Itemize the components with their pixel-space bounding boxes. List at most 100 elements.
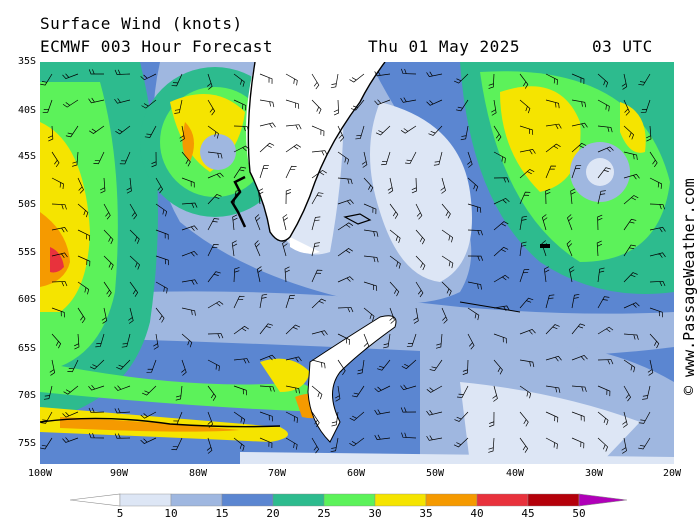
- wind-barb: [519, 297, 534, 309]
- wind-barb: [151, 151, 157, 168]
- wind-barb: [74, 333, 80, 350]
- wind-barb: [311, 99, 322, 115]
- wind-barb: [174, 99, 183, 114]
- wind-barb: [65, 125, 79, 138]
- wind-barb: [597, 296, 610, 309]
- wind-barb: [77, 229, 91, 241]
- wind-barb: [545, 385, 561, 393]
- wind-barb: [415, 203, 423, 220]
- wind-barb: [363, 333, 370, 350]
- lat-label-70s: 70S: [17, 390, 36, 401]
- wind-barb: [349, 73, 365, 83]
- wind-barb: [259, 293, 268, 309]
- wind-barb: [114, 69, 131, 75]
- wind-barb: [207, 151, 223, 159]
- wind-barb: [519, 148, 536, 155]
- wind-barb: [597, 411, 609, 426]
- wind-barb: [62, 437, 79, 443]
- wind-barb: [337, 177, 353, 185]
- lon-label-50w: 50W: [425, 468, 445, 479]
- wind-barb: [119, 151, 131, 165]
- wind-barb: [259, 164, 269, 179]
- wind-barb: [460, 125, 469, 141]
- wind-barb: [429, 359, 443, 372]
- legend-value: 40: [470, 507, 484, 520]
- wind-barb: [77, 281, 90, 295]
- wind-barb: [129, 203, 138, 220]
- wind-barb: [649, 177, 662, 189]
- wind-barb: [623, 302, 640, 309]
- wind-barb: [103, 255, 114, 270]
- wind-barb: [311, 216, 321, 231]
- wind-barb: [426, 410, 443, 416]
- wind-barb: [488, 73, 495, 89]
- wind-barb: [623, 173, 640, 180]
- wind-barb: [543, 266, 550, 283]
- wind-barb: [233, 295, 245, 309]
- wind-barb: [597, 385, 611, 397]
- wind-barb: [207, 333, 224, 339]
- wind-barb: [493, 125, 502, 142]
- wind-barb: [567, 214, 573, 231]
- wind-barb: [88, 432, 105, 439]
- wind-barb: [363, 307, 375, 322]
- wind-barb: [233, 125, 249, 132]
- wind-barb: [181, 177, 195, 188]
- legend-swatch: [425, 493, 478, 507]
- wind-barb: [545, 294, 555, 309]
- wind-barb: [545, 355, 562, 362]
- wind-barb: [519, 99, 531, 114]
- wind-barb: [638, 73, 651, 86]
- wind-barb: [181, 307, 196, 316]
- lat-label-55s: 55S: [17, 247, 36, 258]
- wind-barb: [377, 359, 391, 371]
- legend-swatch: [476, 493, 529, 507]
- wind-barb: [207, 125, 219, 139]
- wind-barb: [233, 166, 247, 179]
- wind-barb: [455, 99, 469, 112]
- wind-barb: [649, 151, 658, 168]
- lon-label-90w: 90W: [109, 468, 129, 479]
- wind-barb: [597, 326, 614, 335]
- wind-barb: [597, 214, 603, 231]
- wind-barb: [179, 125, 185, 142]
- wind-barb: [597, 73, 609, 88]
- lat-label-75s: 75S: [17, 438, 36, 449]
- legend-swatch: [221, 493, 274, 507]
- wind-barb: [519, 191, 531, 205]
- wind-barb: [282, 240, 288, 257]
- wind-barb: [541, 214, 548, 231]
- wind-barb: [63, 385, 79, 395]
- wind-barb: [51, 203, 67, 210]
- legend-value: 5: [116, 507, 124, 520]
- wind-barb: [623, 218, 637, 231]
- wind-barb: [144, 125, 157, 138]
- wind-barb: [285, 385, 300, 394]
- wind-barb: [142, 385, 157, 396]
- legend-arrow-right: [578, 493, 628, 507]
- wind-barb: [311, 385, 323, 400]
- wind-barb: [95, 333, 105, 348]
- wind-barb: [337, 199, 354, 205]
- wind-barb: [400, 125, 417, 134]
- wind-barb: [493, 274, 510, 283]
- wind-barb: [401, 359, 417, 370]
- wind-barb: [374, 385, 391, 393]
- wind-barb: [140, 437, 157, 444]
- wind-barb: [435, 333, 443, 349]
- lon-label-60w: 60W: [346, 468, 366, 479]
- legend-value: 35: [419, 507, 433, 520]
- lon-label-40w: 40W: [505, 468, 525, 479]
- wind-barb: [400, 384, 417, 391]
- wind-barb: [493, 177, 510, 183]
- wind-barb: [545, 324, 560, 335]
- wind-barb: [331, 411, 339, 427]
- wind-barb: [62, 73, 79, 80]
- wind-barb: [647, 359, 654, 376]
- wind-barb: [649, 252, 666, 258]
- wind-barb: [596, 240, 603, 257]
- wind-barb: [493, 359, 503, 375]
- wind-barb: [467, 255, 484, 261]
- wind-barb: [259, 437, 273, 449]
- wind-barb: [571, 165, 582, 179]
